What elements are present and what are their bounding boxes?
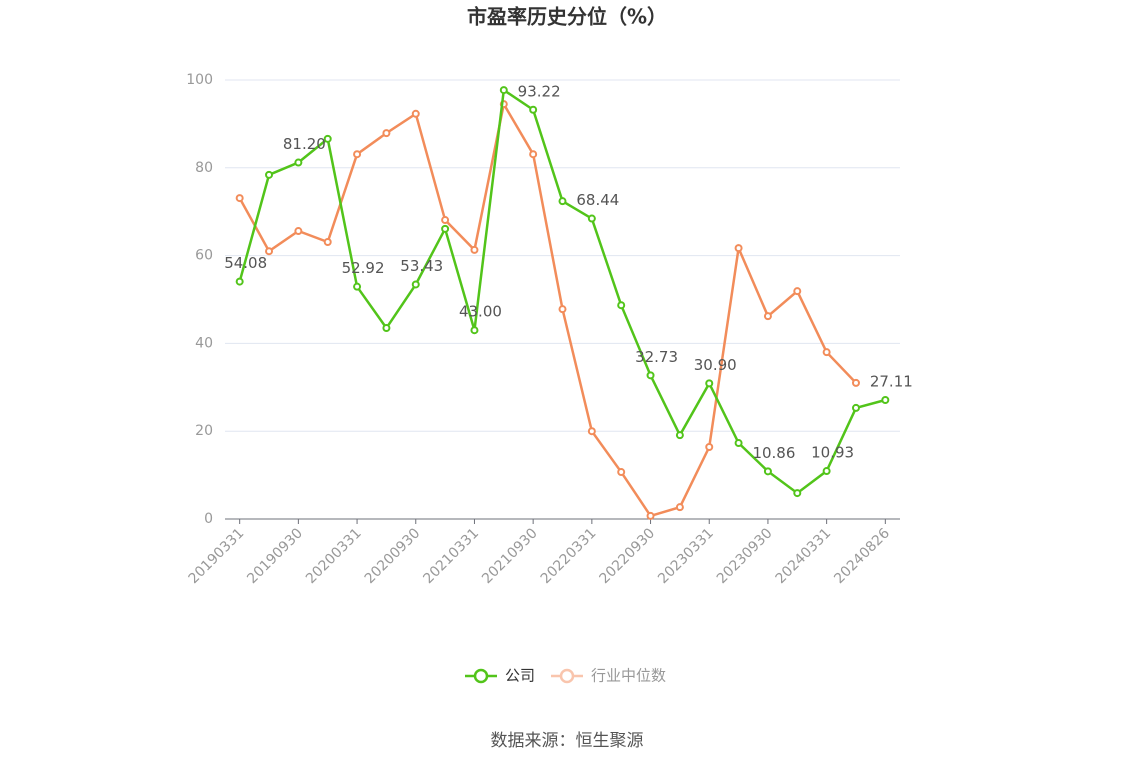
y-tick-label: 20	[195, 423, 213, 439]
point	[617, 301, 626, 310]
point	[411, 109, 420, 118]
legend-swatch	[559, 668, 575, 684]
point	[235, 194, 244, 203]
x-tick-label: 20190930	[244, 525, 306, 587]
x-tick-label: 20230331	[655, 525, 717, 587]
point	[822, 467, 831, 476]
y-tick-label: 40	[195, 335, 213, 351]
point	[763, 312, 772, 321]
data-label: 32.73	[635, 348, 678, 366]
x-tick-label: 20220331	[538, 525, 600, 587]
point	[353, 282, 362, 291]
point	[763, 467, 772, 476]
point	[529, 150, 538, 159]
data-label: 27.11	[870, 372, 913, 390]
point	[558, 197, 567, 206]
x-tick-label: 20240826	[831, 525, 893, 587]
point	[587, 427, 596, 436]
point	[705, 379, 714, 388]
data-label: 93.22	[518, 82, 561, 100]
data-label: 30.90	[694, 356, 737, 374]
point	[323, 134, 332, 143]
data-label: 53.43	[400, 257, 443, 275]
y-tick-label: 60	[195, 248, 213, 264]
x-tick-label: 20200331	[303, 525, 365, 587]
point	[470, 326, 479, 335]
point	[851, 403, 860, 412]
point	[793, 489, 802, 498]
legend-swatch	[473, 668, 489, 684]
point	[587, 214, 596, 223]
point	[851, 378, 860, 387]
point	[705, 443, 714, 452]
series-line	[238, 100, 857, 518]
point	[617, 468, 626, 477]
point	[470, 245, 479, 254]
point	[822, 348, 831, 357]
source-note: 数据来源：恒生聚源	[491, 731, 644, 751]
point	[734, 439, 743, 448]
point	[529, 105, 538, 114]
point	[881, 395, 890, 404]
x-tick-label: 20190331	[186, 525, 248, 587]
chart-title: 市盈率历史分位（%）	[467, 5, 667, 29]
point	[499, 86, 508, 95]
data-label: 68.44	[576, 191, 619, 209]
point	[265, 247, 274, 256]
y-tick-label: 0	[204, 511, 213, 527]
point	[646, 511, 655, 520]
data-label: 43.00	[459, 303, 502, 321]
point	[441, 216, 450, 225]
point	[382, 324, 391, 333]
point	[646, 371, 655, 380]
series-line	[238, 87, 886, 495]
point	[235, 277, 244, 286]
x-tick-label: 20220930	[596, 525, 658, 587]
x-tick-label: 20210331	[420, 525, 482, 587]
point	[441, 224, 450, 233]
point	[793, 287, 802, 296]
x-tick-label: 20210930	[479, 525, 541, 587]
data-label: 54.08	[224, 254, 267, 272]
point	[353, 150, 362, 159]
point	[675, 431, 684, 440]
point	[734, 244, 743, 253]
point	[382, 129, 391, 138]
legend-label: 行业中位数	[591, 667, 666, 685]
point	[411, 280, 420, 289]
x-tick-label: 20240331	[773, 525, 835, 587]
legend-label: 公司	[505, 667, 535, 685]
point	[675, 503, 684, 512]
point	[294, 227, 303, 236]
point	[294, 158, 303, 167]
data-label: 52.92	[342, 259, 385, 277]
point	[265, 170, 274, 179]
point	[558, 305, 567, 314]
x-tick-label: 20200930	[362, 525, 424, 587]
data-label: 10.93	[811, 444, 854, 462]
y-tick-label: 100	[186, 72, 213, 88]
data-label: 81.20	[283, 135, 326, 153]
point	[323, 237, 332, 246]
y-tick-label: 80	[195, 160, 213, 176]
x-tick-label: 20230930	[714, 525, 776, 587]
data-label: 10.86	[752, 444, 795, 462]
